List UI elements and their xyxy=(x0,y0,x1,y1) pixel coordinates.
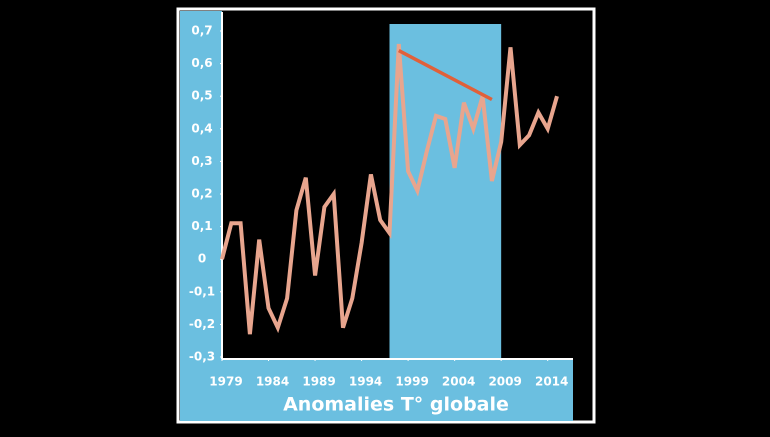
frame xyxy=(176,7,596,424)
x-tick-label: 1989 xyxy=(302,375,335,389)
x-tick-label: 2014 xyxy=(535,375,568,389)
y-tick-label: 0,4 xyxy=(191,121,212,135)
y-tick-label: 0,5 xyxy=(191,89,212,103)
chart-title: Anomalies T° globale xyxy=(283,394,509,416)
x-tick-label: 2004 xyxy=(442,375,475,389)
x-tick-label: 1979 xyxy=(209,375,242,389)
trend-line xyxy=(397,49,493,102)
y-tick-label: 0,3 xyxy=(191,154,212,168)
x-tick-label: 1994 xyxy=(349,375,382,389)
y-tick-label: 0,7 xyxy=(191,24,212,38)
y-tick-label: -0,1 xyxy=(189,284,215,298)
y-tick-label: 0 xyxy=(198,252,206,266)
y-tick-label: -0,2 xyxy=(189,317,215,331)
y-tick-label: -0,3 xyxy=(189,350,215,364)
highlight-band xyxy=(389,24,502,358)
y-tick-label: 0,2 xyxy=(191,187,212,201)
data-line xyxy=(220,43,559,335)
x-tick-label: 2009 xyxy=(488,375,521,389)
x-tick-label: 1999 xyxy=(395,375,428,389)
y-tick-label: 0,1 xyxy=(191,219,212,233)
y-axis-band xyxy=(180,11,222,421)
x-axis-band xyxy=(180,360,573,421)
x-tick-label: 1984 xyxy=(256,375,289,389)
y-tick-label: 0,6 xyxy=(191,56,212,70)
